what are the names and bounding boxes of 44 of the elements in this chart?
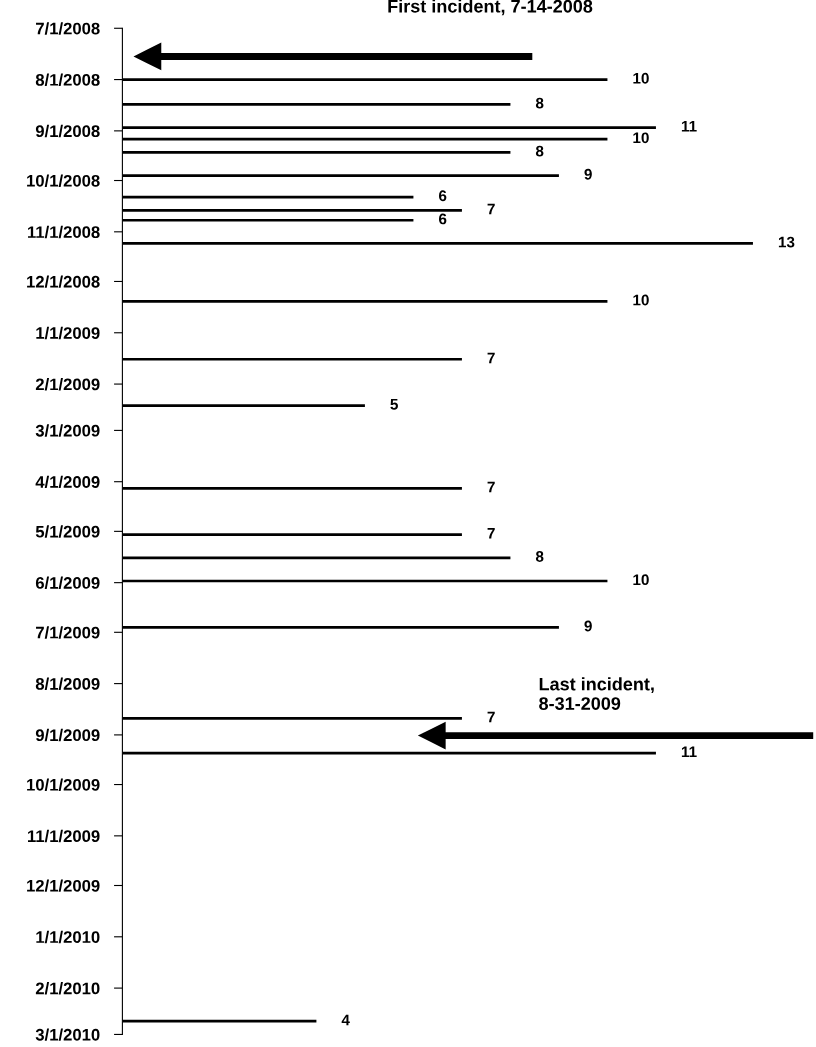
data-label: 8: [535, 551, 544, 562]
y-tick-label: 2/1/2009: [35, 378, 100, 391]
y-tick-label: 4/1/2009: [35, 475, 100, 489]
y-tick-label: 12/1/2008: [27, 275, 100, 288]
y-tick-label: 3/1/2009: [35, 424, 100, 437]
data-label: 10: [633, 574, 649, 586]
data-label: 9: [584, 620, 592, 632]
y-tick-label: 1/1/2009: [36, 326, 100, 340]
data-label: 6: [438, 190, 447, 202]
y-tick-label: 9/1/2008: [35, 124, 100, 138]
data-label: 10: [633, 294, 649, 306]
data-label: 6: [438, 213, 447, 225]
y-tick-label: 7/1/2009: [36, 626, 100, 639]
data-label: 7: [487, 528, 495, 539]
y-tick-label: 8/1/2009: [35, 677, 100, 690]
data-label: 11: [681, 746, 697, 758]
y-tick-label: 11/1/2009: [28, 829, 100, 843]
data-label: 4: [341, 1014, 350, 1026]
data-label: 7: [487, 481, 495, 493]
data-label: 5: [390, 399, 398, 410]
data-label: 9: [584, 168, 592, 180]
data-label: 7: [487, 711, 495, 723]
data-label: 7: [487, 203, 495, 215]
y-tick-label: 12/1/2009: [27, 879, 100, 892]
y-tick-label: 9/1/2009: [35, 728, 100, 742]
data-label: 8: [535, 97, 544, 109]
data-label: 10: [633, 72, 649, 84]
data-label: 11: [681, 121, 697, 132]
y-tick-label: 1/1/2010: [36, 930, 100, 944]
y-tick-label: 10/1/2009: [27, 778, 100, 791]
y-tick-label: 2/1/2010: [35, 982, 100, 995]
data-label: 10: [633, 132, 649, 144]
data-label: 13: [778, 236, 795, 248]
annotation: Last incident, 8-31-2009: [539, 677, 654, 710]
y-tick-label: 5/1/2009: [35, 525, 100, 538]
data-label: 7: [487, 352, 495, 364]
y-tick-label: 6/1/2009: [35, 576, 100, 590]
y-tick-label: 8/1/2008: [35, 73, 100, 86]
y-tick-label: 3/1/2010: [35, 1028, 100, 1041]
text: First incident, 7-14-2008: [388, 0, 593, 16]
y-tick-label: 11/1/2008: [28, 225, 100, 239]
y-tick-label: 7/1/2008: [36, 22, 100, 35]
data-label: 8: [535, 145, 544, 157]
y-tick-label: 10/1/2008: [27, 174, 100, 187]
